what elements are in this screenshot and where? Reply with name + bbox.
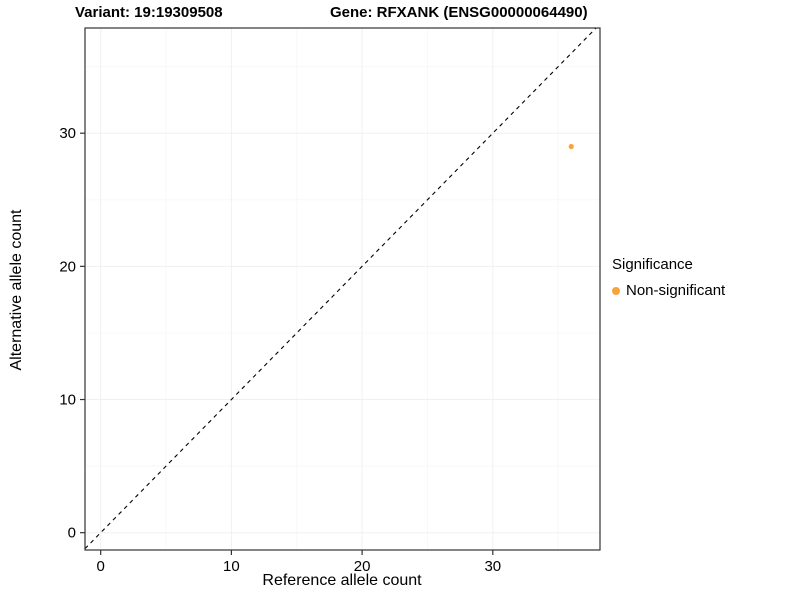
- y-tick-label: 30: [59, 125, 76, 142]
- variant-title: Variant: 19:19309508: [75, 4, 223, 21]
- gene-title: Gene: RFXANK (ENSG00000064490): [330, 4, 588, 21]
- data-point: [568, 143, 574, 150]
- legend: Significance Non-significant: [612, 256, 725, 299]
- x-tick-label: 10: [223, 558, 240, 575]
- identity-line: [84, 27, 597, 550]
- y-axis-label: Alternative allele count: [8, 209, 25, 371]
- x-tick-label: 20: [354, 558, 371, 575]
- legend-entry-label: Non-significant: [626, 282, 726, 299]
- legend-title: Significance: [612, 256, 693, 273]
- y-tick-label: 0: [68, 525, 76, 542]
- x-tick-label: 0: [97, 558, 105, 575]
- y-tick-label: 10: [59, 392, 76, 409]
- x-tick-label: 30: [484, 558, 501, 575]
- legend-point-icon: [612, 286, 620, 295]
- panel-border: [84, 27, 601, 551]
- legend-entry: Non-significant: [612, 282, 725, 299]
- y-tick-label: 20: [59, 258, 76, 275]
- x-axis-label: Reference allele count: [262, 572, 422, 589]
